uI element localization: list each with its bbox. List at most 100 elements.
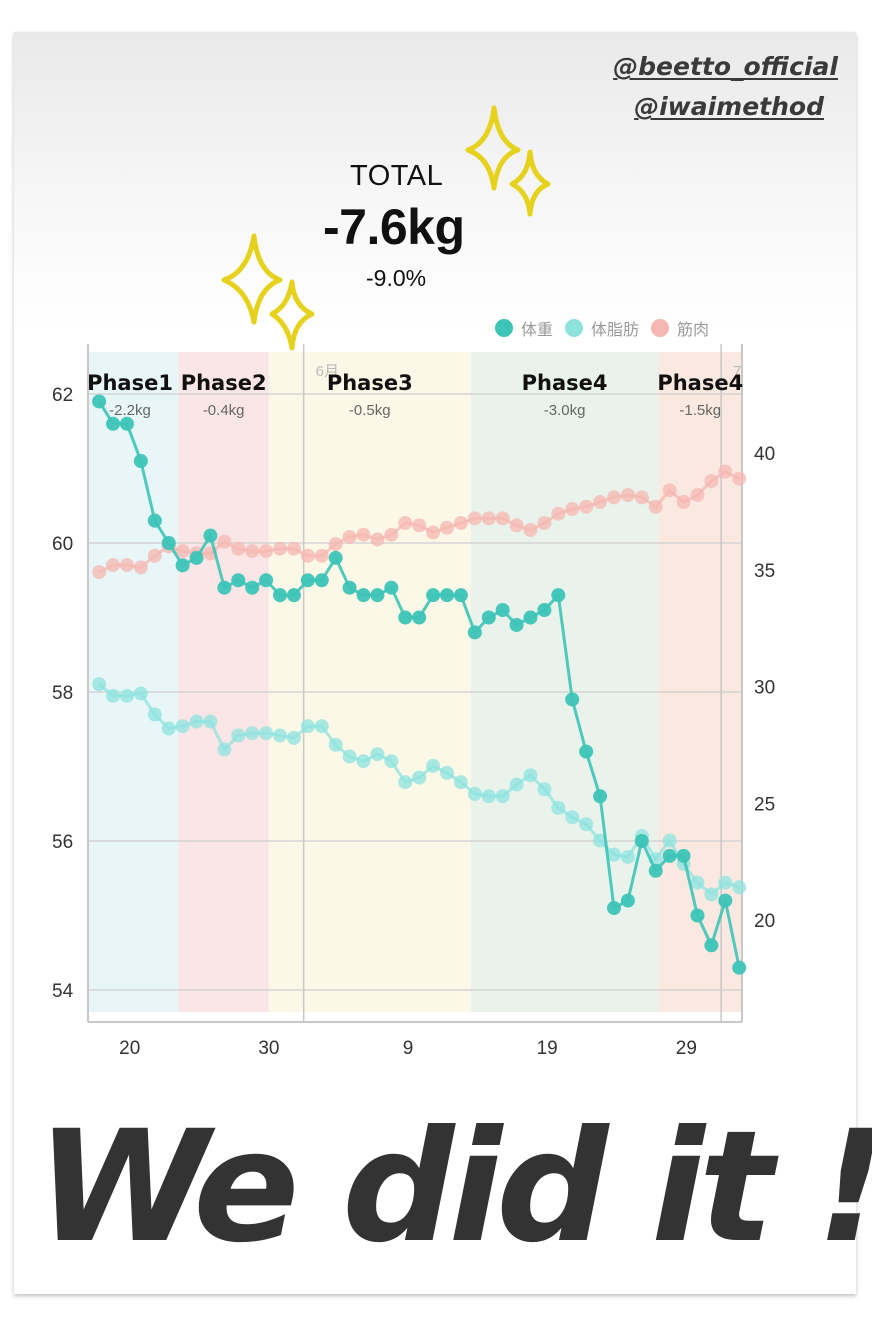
data-point-muscle: [537, 516, 552, 531]
data-point-muscle: [175, 544, 190, 559]
data-point-weight: [579, 744, 594, 759]
data-point-weight: [384, 580, 399, 595]
left-tick-label: 56: [52, 832, 73, 853]
data-point-weight: [300, 573, 315, 588]
data-point-weight: [133, 454, 148, 469]
data-point-weight: [328, 550, 343, 565]
data-point-body-fat: [119, 688, 134, 703]
data-point-muscle: [92, 565, 107, 580]
data-point-weight: [523, 610, 538, 625]
data-point-body-fat: [286, 730, 301, 745]
data-point-muscle: [467, 511, 482, 526]
legend-dot-muscle: [651, 319, 670, 337]
data-point-body-fat: [175, 719, 190, 734]
data-point-muscle: [147, 548, 162, 563]
data-point-weight: [634, 834, 649, 848]
right-tick-label: 40: [754, 444, 775, 465]
total-value: -7.6kg: [323, 199, 465, 255]
right-tick-label: 30: [754, 678, 775, 699]
data-point-muscle: [314, 548, 329, 563]
phase-name: Phase1: [87, 371, 173, 395]
data-point-muscle: [356, 527, 371, 542]
data-point-muscle: [133, 560, 148, 575]
headline: We did it !: [36, 1098, 872, 1277]
data-point-muscle: [342, 530, 357, 545]
data-point-weight: [245, 580, 260, 595]
data-point-muscle: [286, 541, 301, 556]
month-label: 7: [733, 363, 741, 380]
legend-dot-body-fat: [565, 319, 584, 337]
phase-change: -0.5kg: [349, 402, 391, 419]
data-point-weight: [718, 893, 733, 908]
data-point-body-fat: [300, 719, 315, 734]
right-tick-label: 20: [754, 911, 775, 932]
data-point-muscle: [732, 471, 747, 486]
data-point-body-fat: [718, 875, 733, 890]
data-point-weight: [106, 416, 121, 431]
data-point-body-fat: [161, 721, 176, 736]
phase-band-3: [268, 352, 471, 1012]
data-point-muscle: [509, 518, 524, 533]
data-point-body-fat: [328, 737, 343, 752]
month-label: 6月: [316, 363, 339, 380]
right-tick-label: 35: [754, 561, 775, 582]
data-point-body-fat: [453, 775, 468, 790]
data-point-weight: [467, 625, 482, 640]
phase-name: Phase2: [181, 371, 267, 395]
data-point-weight: [175, 558, 190, 573]
data-point-body-fat: [259, 726, 274, 741]
right-tick-label: 25: [754, 794, 775, 815]
data-point-muscle: [593, 495, 608, 510]
data-point-body-fat: [217, 742, 232, 757]
left-tick-label: 60: [52, 534, 73, 555]
legend-item-weight[interactable]: 体重: [495, 316, 553, 340]
data-point-muscle: [231, 541, 246, 556]
phase-change: -0.4kg: [203, 402, 245, 419]
data-point-weight: [690, 908, 705, 923]
left-tick-label: 62: [52, 385, 73, 406]
left-tick-label: 54: [52, 981, 74, 1002]
data-point-body-fat: [133, 686, 148, 701]
data-point-body-fat: [593, 833, 608, 848]
data-point-body-fat: [704, 887, 719, 902]
data-point-body-fat: [579, 817, 594, 832]
phase-band-4: [470, 352, 659, 1012]
phase-change: -1.5kg: [679, 402, 721, 419]
x-tick-label: 19: [537, 1038, 558, 1059]
data-point-body-fat: [231, 728, 246, 743]
data-point-body-fat: [106, 688, 121, 703]
phase-change: -3.0kg: [544, 402, 586, 419]
data-point-weight: [217, 580, 232, 595]
data-point-muscle: [551, 506, 566, 521]
legend-item-body-fat[interactable]: 体脂肪: [565, 316, 639, 340]
data-point-body-fat: [384, 754, 399, 769]
data-point-muscle: [273, 541, 288, 556]
legend-item-muscle[interactable]: 筋肉: [651, 316, 709, 340]
data-point-weight: [259, 573, 274, 588]
data-point-weight: [273, 588, 288, 603]
data-point-weight: [203, 528, 218, 543]
data-point-body-fat: [342, 749, 357, 764]
legend-dot-weight: [495, 319, 513, 337]
data-point-body-fat: [495, 789, 510, 804]
phase-change: -2.2kg: [109, 402, 151, 419]
handle-iwaimethod[interactable]: @iwaimethod: [634, 92, 824, 121]
data-point-muscle: [370, 532, 385, 547]
handle-beetto[interactable]: @beetto_official: [613, 52, 838, 81]
data-point-muscle: [495, 511, 510, 526]
data-point-weight: [509, 617, 524, 632]
data-point-body-fat: [203, 714, 218, 729]
data-point-muscle: [245, 544, 260, 559]
data-point-muscle: [718, 464, 733, 479]
data-point-weight: [662, 848, 677, 863]
data-point-muscle: [481, 511, 496, 526]
legend-label-body-fat: 体脂肪: [591, 322, 640, 339]
data-point-weight: [606, 901, 621, 916]
data-point-body-fat: [412, 770, 427, 785]
data-point-weight: [676, 848, 691, 863]
data-point-body-fat: [440, 765, 455, 780]
data-point-weight: [704, 938, 719, 953]
data-point-weight: [565, 692, 580, 707]
data-point-muscle: [704, 474, 719, 489]
